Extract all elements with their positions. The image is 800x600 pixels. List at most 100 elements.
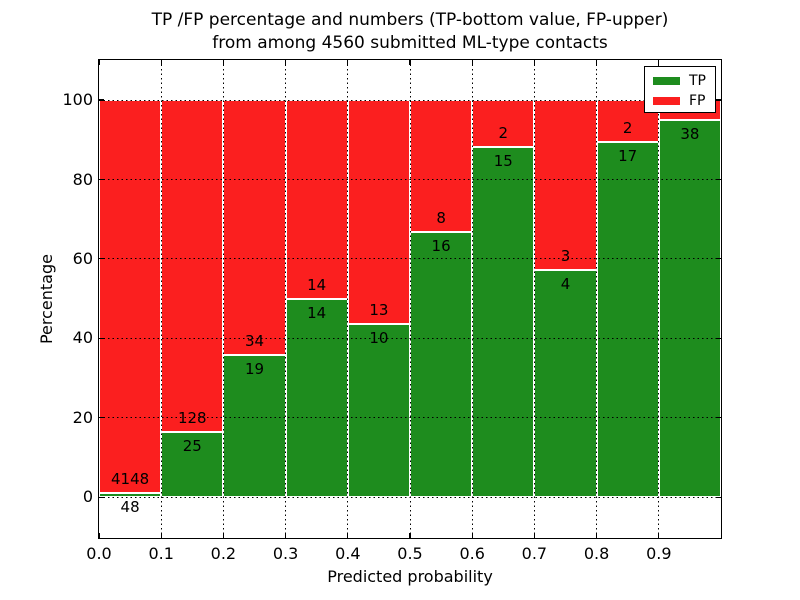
legend-label-tp: TP	[689, 73, 706, 89]
bar-count-label-fp: 3	[560, 247, 571, 266]
bar-segment-fp	[99, 100, 162, 493]
v-gridline	[533, 60, 535, 538]
x-tick-label: 0.5	[397, 544, 423, 563]
x-tick-mark	[409, 533, 411, 538]
v-gridline	[285, 60, 287, 538]
y-tick-mark	[716, 99, 721, 101]
bar-segment-tp	[285, 298, 348, 498]
bar-count-label-fp: 4148	[111, 469, 150, 488]
bar-count-label-tp: 10	[369, 329, 389, 348]
bar-segment-tp	[472, 146, 535, 498]
v-gridline	[160, 60, 162, 538]
bar-segment-tp	[534, 270, 597, 498]
bar-count-label-fp: 34	[244, 331, 265, 350]
x-tick-mark	[533, 60, 535, 65]
y-tick-mark	[99, 258, 104, 260]
x-tick-mark	[596, 60, 598, 65]
x-tick-label: 0.4	[335, 544, 361, 563]
x-tick-mark	[533, 533, 535, 538]
y-tick-label: 60	[72, 248, 93, 268]
bar-count-label-tp: 15	[493, 151, 513, 170]
legend-swatch-tp	[653, 77, 680, 85]
x-tick-mark	[347, 60, 349, 65]
y-tick-label: 80	[72, 169, 93, 189]
bar-segment-tp	[223, 354, 286, 498]
legend: TP FP	[644, 66, 716, 113]
x-tick-mark	[409, 60, 411, 65]
y-tick-mark	[99, 496, 104, 498]
bar-count-label-fp: 2	[622, 118, 633, 137]
x-tick-label: 0.1	[148, 544, 174, 563]
bar-segment-tp	[658, 119, 721, 498]
y-tick-mark	[99, 337, 104, 339]
y-axis-label: Percentage	[37, 254, 56, 345]
legend-label-fp: FP	[689, 93, 706, 109]
legend-entry-tp: TP	[653, 71, 715, 91]
x-tick-label: 0.9	[646, 544, 672, 563]
y-tick-mark	[716, 258, 721, 260]
v-gridline	[409, 60, 411, 538]
y-tick-mark	[99, 178, 104, 181]
x-axis-label: Predicted probability	[327, 567, 493, 586]
x-tick-mark	[471, 60, 473, 65]
bar-count-label-tp: 17	[618, 146, 638, 165]
x-tick-label: 0.3	[272, 544, 299, 563]
x-tick-mark	[222, 533, 224, 538]
bar-count-label-fp: 128	[177, 409, 207, 428]
x-tick-mark	[471, 533, 473, 538]
x-tick-mark	[285, 533, 287, 538]
bar-count-label-tp: 19	[244, 359, 265, 378]
y-tick-mark	[716, 417, 721, 419]
y-tick-label: 100	[62, 90, 93, 110]
bar-segment-fp	[410, 100, 473, 233]
y-tick-label: 20	[72, 407, 93, 427]
bar-segment-fp	[347, 100, 410, 325]
bar-segment-fp	[161, 100, 224, 433]
x-tick-mark	[596, 533, 598, 538]
x-tick-mark	[658, 60, 660, 65]
chart-title-line2: from among 4560 submitted ML-type contac…	[212, 33, 608, 53]
y-tick-mark	[716, 178, 721, 181]
plot-area	[97, 58, 722, 539]
x-tick-mark	[222, 60, 224, 65]
bar-segment-fp	[285, 100, 348, 299]
x-tick-mark	[98, 533, 100, 538]
bar-count-label-tp: 14	[307, 303, 327, 322]
y-tick-label: 0	[82, 487, 93, 507]
x-tick-mark	[160, 60, 162, 65]
chart-title-line1: TP /FP percentage and numbers (TP-bottom…	[151, 10, 669, 30]
bar-count-label-tp: 38	[680, 124, 700, 143]
x-tick-mark	[347, 533, 349, 538]
x-tick-label: 0.7	[521, 544, 548, 563]
bar-segment-fp	[223, 100, 286, 355]
y-tick-mark	[99, 99, 104, 101]
x-tick-mark	[285, 60, 287, 65]
x-tick-mark	[658, 533, 660, 538]
bar-count-label-tp: 4	[560, 275, 571, 294]
x-tick-label: 0.8	[583, 544, 610, 563]
x-tick-label: 0.2	[210, 544, 237, 563]
legend-swatch-fp	[653, 97, 680, 105]
bar-segment-tp	[596, 141, 659, 498]
x-tick-label: 0.6	[459, 544, 485, 563]
bar-segment-fp	[472, 100, 535, 147]
bar-segment-fp	[534, 100, 597, 271]
y-tick-label: 40	[72, 328, 93, 348]
v-gridline	[596, 60, 598, 538]
y-tick-mark	[716, 496, 721, 498]
bar-count-label-tp: 16	[431, 237, 451, 256]
v-gridline	[471, 60, 473, 538]
bar-count-label-fp: 2	[498, 123, 509, 142]
y-tick-mark	[99, 417, 104, 419]
bar-count-label-fp: 8	[436, 209, 446, 228]
v-gridline	[347, 60, 349, 538]
y-tick-mark	[716, 337, 721, 339]
v-gridline	[222, 60, 224, 538]
x-tick-mark	[160, 533, 162, 538]
v-gridline	[658, 60, 660, 538]
bar-segment-tp	[410, 232, 473, 498]
bar-segment-tp	[347, 324, 410, 498]
x-tick-label: 0.0	[86, 544, 112, 563]
bar-count-label-fp: 14	[307, 275, 327, 294]
